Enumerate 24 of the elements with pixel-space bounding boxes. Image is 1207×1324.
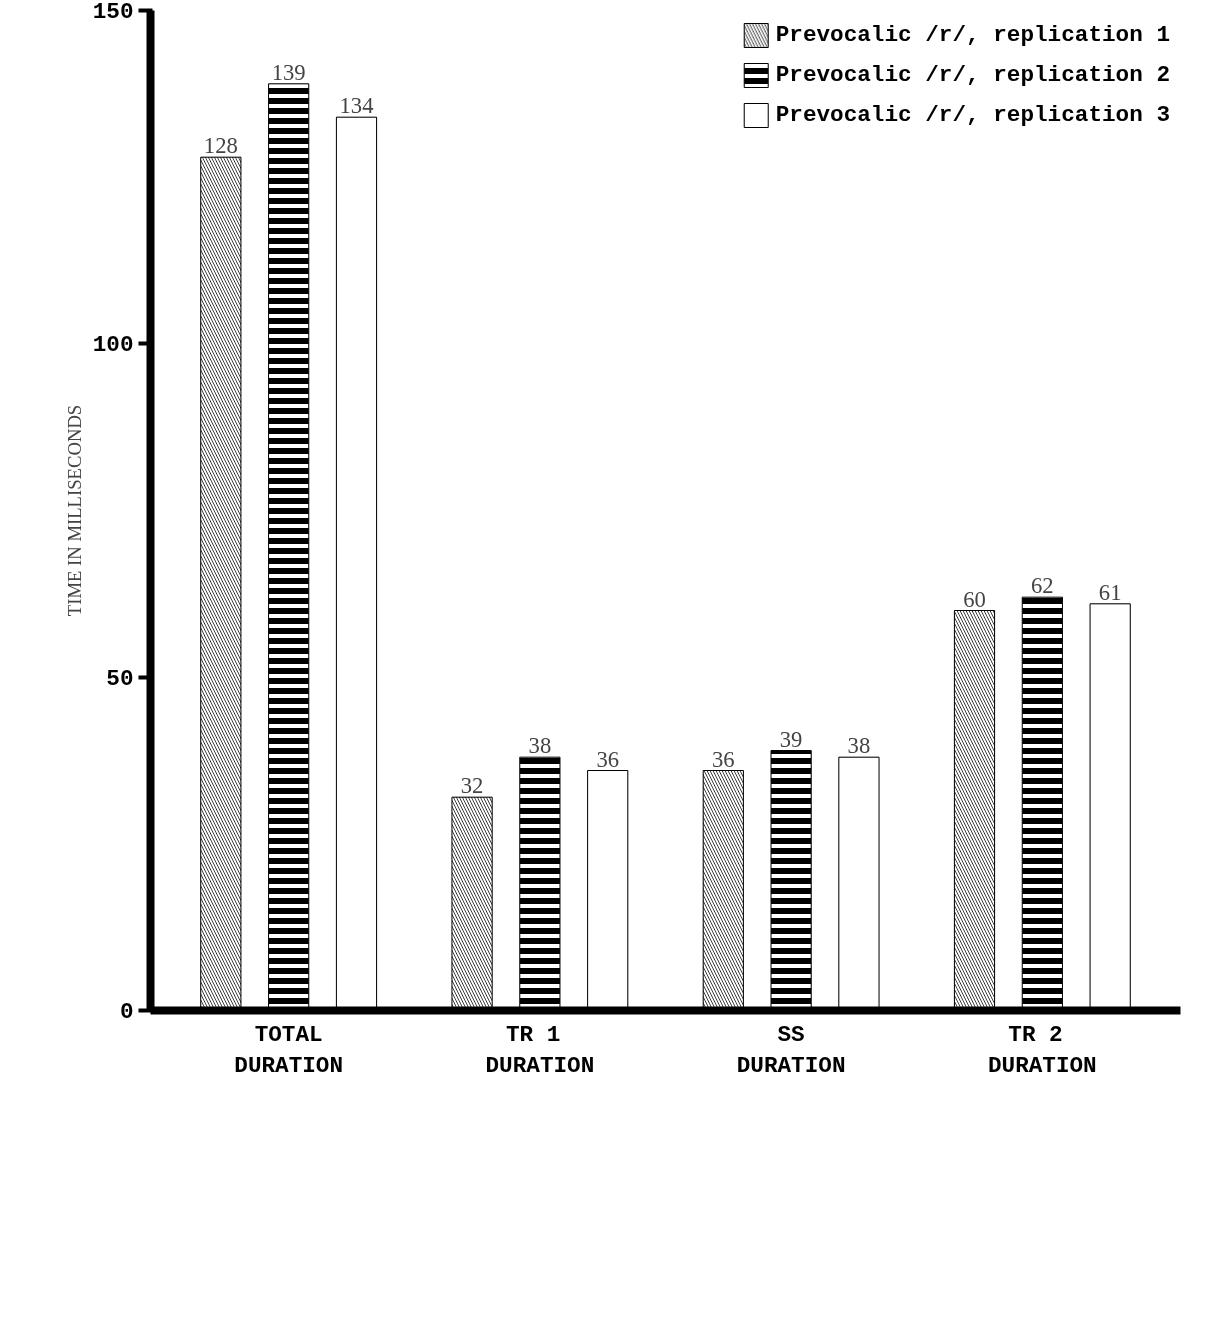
y-tick-label: 100 <box>92 332 134 359</box>
y-tick-label: 50 <box>106 665 134 692</box>
x-tick-label: TR 2 DURATION <box>987 1021 1097 1079</box>
data-label: 139 <box>271 59 306 85</box>
data-label: 36 <box>711 746 735 772</box>
legend-label: Prevocalic /r/, replication 1 <box>775 22 1170 48</box>
data-label: 62 <box>1031 573 1054 599</box>
y-axis-title: TIME IN MILLISECONDS <box>63 404 85 617</box>
data-label: 61 <box>1098 579 1122 605</box>
data-label: 60 <box>963 586 986 612</box>
data-label: 134 <box>339 93 374 119</box>
x-tick-label: SS DURATION <box>736 1021 846 1079</box>
data-label: 36 <box>596 746 620 772</box>
x-tick-label: TR 1 DURATION <box>485 1021 595 1079</box>
data-label: 39 <box>779 726 803 752</box>
y-tick-label: 150 <box>92 0 134 25</box>
data-label: 38 <box>528 733 552 759</box>
x-tick-label: TOTAL DURATION <box>234 1021 344 1079</box>
data-label: 38 <box>847 733 871 759</box>
y-tick-label: 0 <box>119 999 134 1025</box>
legend-label: Prevocalic /r/, replication 2 <box>775 62 1170 88</box>
legend-label: Prevocalic /r/, replication 3 <box>775 102 1170 128</box>
data-label: 32 <box>460 773 484 799</box>
data-label: 128 <box>203 133 238 159</box>
